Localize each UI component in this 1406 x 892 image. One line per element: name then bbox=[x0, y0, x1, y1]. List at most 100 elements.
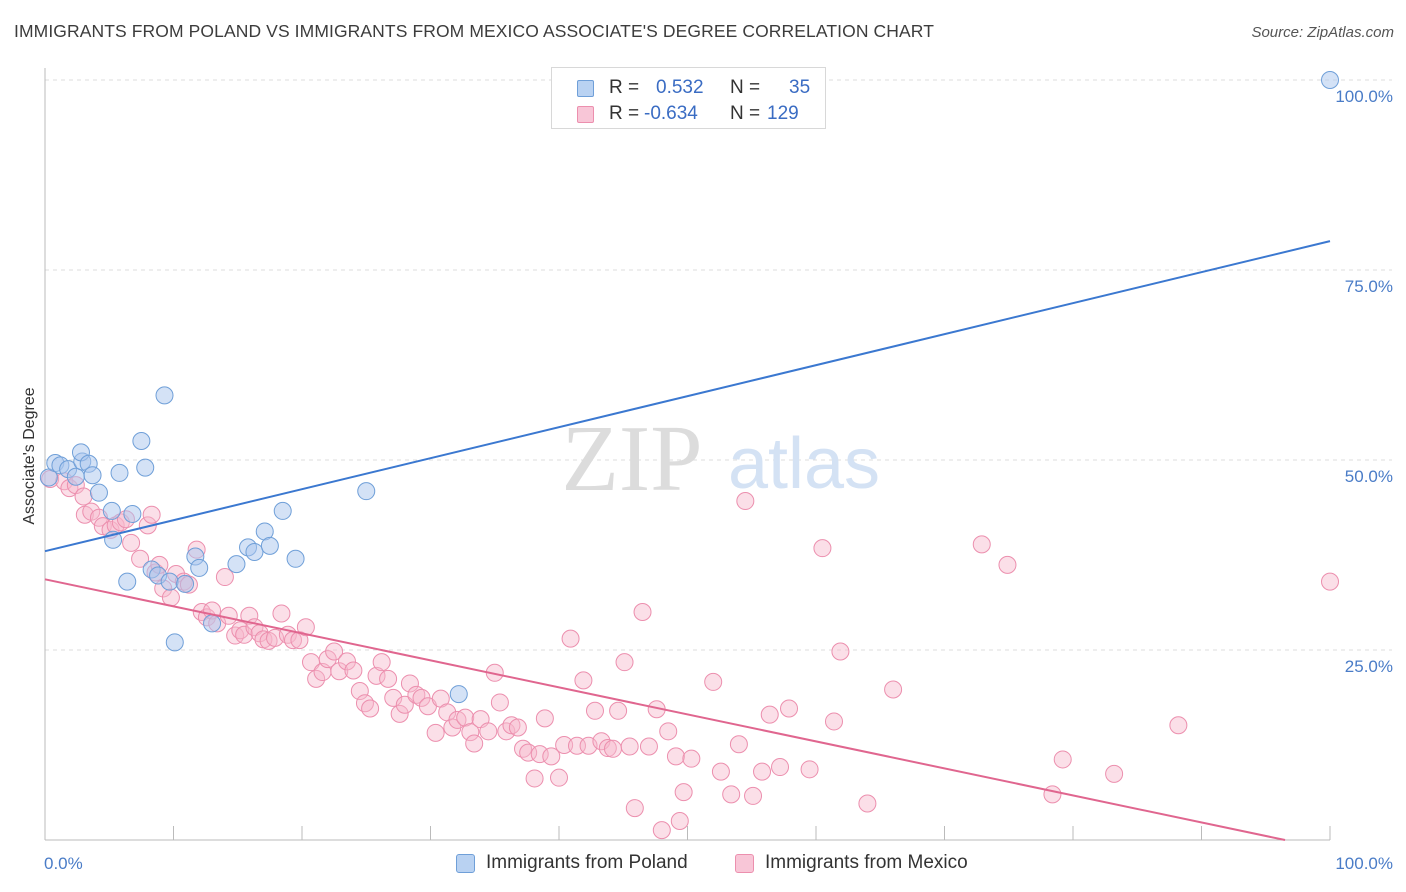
mexico-point bbox=[131, 549, 150, 568]
x-tick-label: 100.0% bbox=[1335, 854, 1393, 873]
mexico-point bbox=[479, 722, 498, 741]
mexico-point bbox=[858, 794, 877, 813]
chart-title: IMMIGRANTS FROM POLAND VS IMMIGRANTS FRO… bbox=[14, 21, 934, 41]
mexico-point bbox=[585, 701, 604, 720]
mexico-point bbox=[824, 712, 843, 731]
mexico-point bbox=[561, 629, 580, 648]
poland-point bbox=[102, 501, 121, 520]
mexico-point bbox=[652, 821, 671, 840]
mexico-point bbox=[615, 653, 634, 672]
mexico-point bbox=[603, 739, 622, 758]
mexico-point bbox=[729, 735, 748, 754]
poland-point bbox=[286, 549, 305, 568]
y-axis-title: Associate's Degree bbox=[21, 387, 38, 524]
mexico-point bbox=[272, 604, 291, 623]
mexico-point bbox=[361, 699, 380, 718]
y-tick-label: 25.0% bbox=[1345, 657, 1393, 676]
mexico-point bbox=[1169, 716, 1188, 735]
mexico-point bbox=[330, 662, 349, 681]
mexico-point bbox=[344, 661, 363, 680]
mexico-point bbox=[722, 785, 741, 804]
poland-point bbox=[66, 467, 85, 486]
mexico-point bbox=[390, 704, 409, 723]
mexico-point bbox=[1105, 764, 1124, 783]
watermark-atlas: atlas bbox=[728, 424, 880, 504]
poland-point bbox=[165, 633, 184, 652]
mexico-point bbox=[490, 693, 509, 712]
poland-point bbox=[1321, 71, 1339, 89]
mexico-point bbox=[972, 535, 991, 554]
mexico-point bbox=[355, 694, 374, 713]
poland-point bbox=[155, 386, 174, 405]
mexico-point bbox=[426, 723, 445, 742]
mexico-trend-line bbox=[44, 578, 1286, 841]
poland-point bbox=[160, 572, 179, 591]
mexico-point bbox=[620, 737, 639, 756]
poland-point bbox=[190, 558, 209, 577]
mexico-point bbox=[780, 699, 799, 718]
mexico-point bbox=[831, 642, 850, 661]
mexico-point bbox=[666, 747, 685, 766]
mexico-point bbox=[884, 680, 903, 699]
poland-point bbox=[227, 555, 246, 574]
mexico-point bbox=[372, 653, 391, 672]
trend-lines bbox=[44, 240, 1331, 841]
mexico-swatch bbox=[577, 106, 594, 123]
mexico-point bbox=[384, 688, 403, 707]
y-tick-label: 50.0% bbox=[1345, 467, 1393, 486]
mexico-point bbox=[704, 672, 723, 691]
mexico-point bbox=[142, 505, 161, 524]
mexico-point bbox=[633, 603, 652, 621]
poland-points bbox=[39, 71, 1339, 704]
poland-point bbox=[260, 536, 279, 555]
mexico-point bbox=[497, 722, 516, 741]
mexico-point bbox=[508, 718, 527, 737]
poland-point bbox=[136, 458, 155, 477]
mexico-point bbox=[542, 747, 561, 766]
legend: Immigrants from Poland Immigrants from M… bbox=[0, 852, 1406, 878]
mexico-legend-swatch bbox=[735, 854, 754, 873]
mexico-point bbox=[535, 709, 554, 728]
mexico-point bbox=[736, 492, 755, 511]
mexico-point bbox=[753, 762, 772, 781]
n-value: 129 bbox=[767, 103, 799, 124]
n-label: N = bbox=[730, 103, 761, 124]
r-value: 0.532 bbox=[656, 77, 704, 98]
mexico-point bbox=[813, 539, 832, 558]
mexico-point bbox=[325, 642, 344, 661]
mexico-point bbox=[625, 799, 644, 818]
mexico-point bbox=[639, 737, 658, 756]
mexico-point bbox=[682, 749, 701, 768]
poland-point bbox=[357, 482, 376, 501]
mexico-point bbox=[226, 626, 245, 645]
y-tick-label: 100.0% bbox=[1335, 87, 1393, 106]
poland-point bbox=[245, 542, 264, 561]
mexico-point bbox=[74, 487, 93, 506]
mexico-point bbox=[407, 685, 426, 704]
mexico-point bbox=[1043, 785, 1062, 804]
mexico-point bbox=[240, 606, 259, 625]
poland-point bbox=[89, 483, 108, 502]
mexico-point bbox=[456, 708, 475, 727]
legend-label-poland: Immigrants from Poland bbox=[486, 852, 688, 873]
mexico-point bbox=[800, 760, 819, 779]
watermark-zip: ZIP bbox=[562, 407, 703, 511]
poland-trend-line bbox=[44, 240, 1331, 553]
grid-lines bbox=[45, 79, 1392, 651]
stats-box: R = 0.532 N = 35 R = -0.634 N = 129 bbox=[551, 67, 826, 129]
r-label: R = bbox=[609, 77, 640, 98]
source-credit: Source: ZipAtlas.com bbox=[1251, 24, 1394, 41]
y-tick-label: 75.0% bbox=[1345, 277, 1393, 296]
poland-point bbox=[273, 501, 292, 520]
poland-swatch bbox=[577, 80, 594, 97]
poland-point bbox=[203, 614, 222, 633]
axes bbox=[44, 68, 1331, 841]
mexico-point bbox=[998, 555, 1017, 574]
mexico-point bbox=[235, 625, 254, 644]
poland-legend-swatch bbox=[456, 854, 475, 873]
mexico-point bbox=[1053, 750, 1072, 769]
mexico-point bbox=[760, 705, 779, 724]
x-tick-label: 0.0% bbox=[44, 854, 83, 873]
mexico-point bbox=[161, 588, 180, 607]
mexico-point bbox=[574, 671, 593, 690]
